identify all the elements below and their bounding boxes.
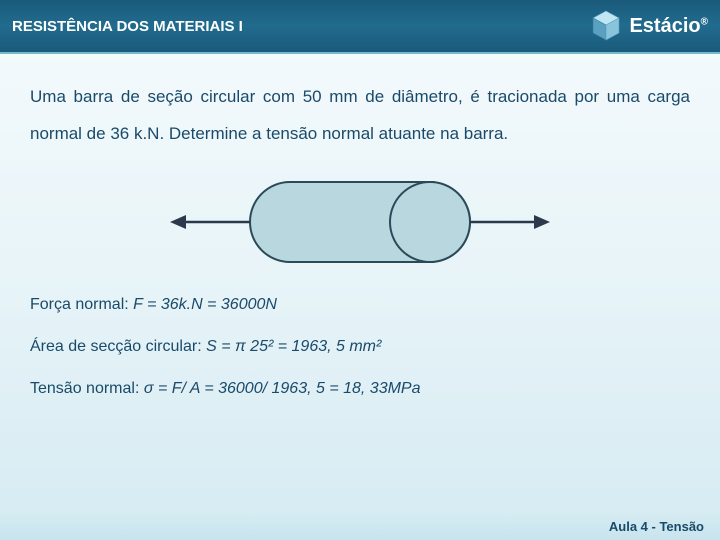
slide-content: Uma barra de seção circular com 50 mm de… <box>0 54 720 429</box>
bar-svg <box>160 167 560 277</box>
stress-line: Tensão normal: σ = F/ A = 36000/ 1963, 5… <box>30 377 690 401</box>
brand-name: Estácio® <box>629 15 708 38</box>
solution-block: Força normal: F = 36k.N = 36000N Área de… <box>30 293 690 401</box>
course-title: RESISTÊNCIA DOS MATERIAIS I <box>12 18 243 35</box>
header-bar: RESISTÊNCIA DOS MATERIAIS I Estácio® <box>0 0 720 54</box>
problem-statement: Uma barra de seção circular com 50 mm de… <box>30 78 690 153</box>
bar-diagram <box>30 167 690 277</box>
logo-cube-icon <box>589 9 623 43</box>
brand-logo: Estácio® <box>589 9 708 43</box>
force-line: Força normal: F = 36k.N = 36000N <box>30 293 690 317</box>
area-line: Área de secção circular: S = π 25² = 196… <box>30 335 690 359</box>
lesson-label: Aula 4 - Tensão <box>609 519 704 534</box>
footer-bar: Aula 4 - Tensão <box>0 512 720 540</box>
